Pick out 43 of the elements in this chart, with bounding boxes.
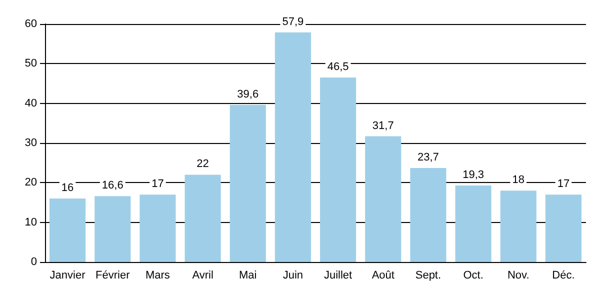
y-tick-label: 50	[24, 58, 37, 70]
y-tick-label: 60	[24, 18, 37, 30]
x-tick-label: Juillet	[324, 270, 352, 282]
bar	[50, 198, 86, 262]
bar	[455, 185, 492, 262]
y-tick-label: 0	[30, 256, 37, 268]
x-tick-label: Sept.	[415, 270, 442, 282]
x-tick-label: Août	[372, 270, 394, 282]
bar	[184, 174, 221, 262]
bar	[365, 136, 402, 262]
x-tick-label: Juin	[282, 270, 304, 282]
bar	[140, 194, 176, 262]
bar	[545, 194, 582, 262]
bar	[274, 32, 311, 262]
y-tick-label: 20	[24, 176, 37, 189]
data-label: 18	[512, 174, 524, 186]
data-label: 17	[557, 178, 570, 190]
data-label: 23,7	[417, 151, 439, 164]
data-label: 19,3	[462, 168, 484, 181]
data-label: 22	[196, 158, 209, 170]
x-tick-label: Avril	[192, 270, 214, 282]
x-tick-label: Déc.	[552, 270, 575, 282]
data-label: 16	[61, 182, 74, 194]
x-tick-label: Mars	[145, 270, 170, 282]
x-tick-label: Nov.	[507, 270, 530, 282]
bar	[500, 190, 536, 262]
bar	[320, 78, 356, 262]
x-tick-label: Janvier	[50, 270, 86, 282]
bar	[410, 168, 446, 262]
data-label: 57,9	[282, 16, 304, 28]
y-tick-label: 30	[24, 137, 37, 149]
data-label: 17	[152, 178, 164, 190]
y-tick-label: 40	[24, 97, 37, 110]
data-label: 46,5	[327, 61, 349, 74]
bar	[94, 196, 131, 262]
bar	[230, 104, 266, 262]
x-tick-label: Février	[96, 270, 130, 282]
x-tick-label: Mai	[239, 270, 257, 282]
data-label: 31,7	[372, 120, 394, 132]
data-label: 39,6	[237, 88, 259, 100]
data-label: 16,6	[102, 180, 124, 192]
x-tick-label: Oct.	[463, 270, 484, 282]
y-tick-label: 10	[24, 216, 37, 228]
